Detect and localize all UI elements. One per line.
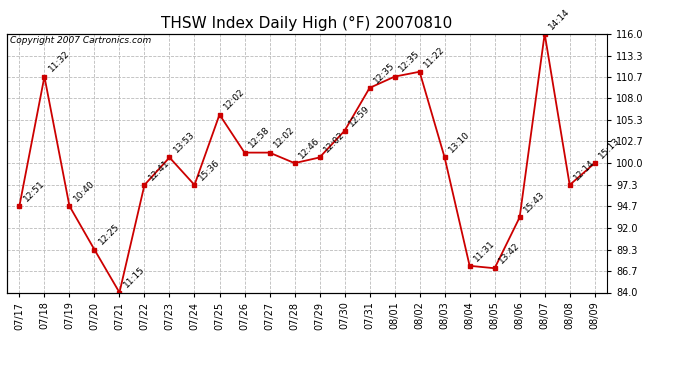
Text: 13:53: 13:53	[172, 130, 197, 154]
Text: 10:40: 10:40	[72, 178, 97, 203]
Text: 12:46: 12:46	[297, 136, 322, 160]
Title: THSW Index Daily High (°F) 20070810: THSW Index Daily High (°F) 20070810	[161, 16, 453, 31]
Text: 13:42: 13:42	[497, 241, 522, 266]
Text: 14:14: 14:14	[547, 6, 572, 31]
Text: 15:36: 15:36	[197, 158, 222, 182]
Text: 12:59: 12:59	[347, 104, 372, 128]
Text: 15:43: 15:43	[522, 190, 547, 214]
Text: 12:02: 12:02	[322, 130, 347, 154]
Text: 12:02: 12:02	[273, 125, 297, 150]
Text: 12:14: 12:14	[573, 158, 597, 182]
Text: 15:13: 15:13	[598, 136, 622, 160]
Text: 12:02: 12:02	[222, 87, 247, 112]
Text: Copyright 2007 Cartronics.com: Copyright 2007 Cartronics.com	[10, 36, 151, 45]
Text: 12:35: 12:35	[373, 61, 397, 85]
Text: 12:41: 12:41	[147, 158, 172, 182]
Text: 12:58: 12:58	[247, 125, 272, 150]
Text: 13:10: 13:10	[447, 130, 472, 154]
Text: 12:25: 12:25	[97, 222, 121, 247]
Text: 11:22: 11:22	[422, 45, 447, 69]
Text: 11:32: 11:32	[47, 49, 72, 74]
Text: 11:15: 11:15	[122, 265, 147, 290]
Text: 11:31: 11:31	[473, 238, 497, 263]
Text: 12:35: 12:35	[397, 49, 422, 74]
Text: 12:51: 12:51	[22, 178, 47, 203]
